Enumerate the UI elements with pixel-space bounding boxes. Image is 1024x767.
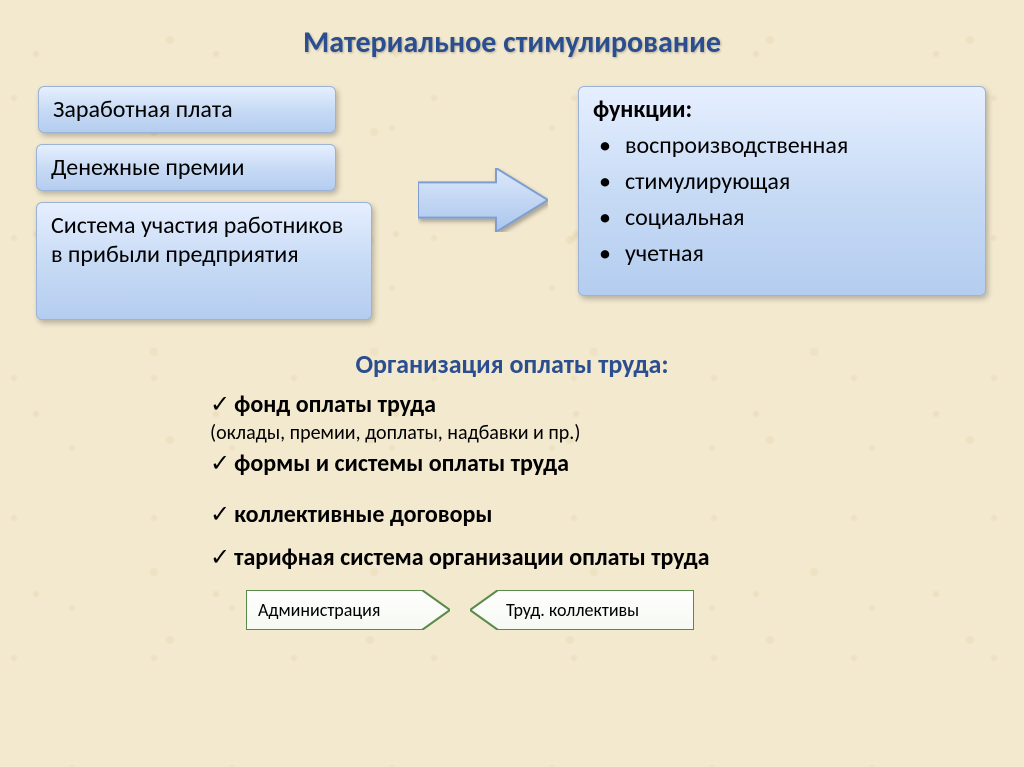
left-box-2: Система участия работников в прибыли пре… <box>36 202 372 320</box>
checklist-item-label: фонд оплаты труда <box>234 390 436 419</box>
functions-box: функции: воспроизводственнаястимулирующа… <box>578 86 986 296</box>
checklist-item-3: ✓тарифная система организации оплаты тру… <box>210 543 709 572</box>
checklist-item-label: формы и системы оплаты труда <box>234 449 569 478</box>
page-title: Материальное стимулирование <box>0 0 1024 61</box>
checklist-item-1: ✓формы и системы оплаты труда <box>210 449 709 478</box>
function-item-2: социальная <box>599 200 971 236</box>
check-icon: ✓ <box>210 450 230 477</box>
function-item-3: учетная <box>599 236 971 272</box>
check-icon: ✓ <box>210 544 230 571</box>
checklist-item-0: ✓фонд оплаты труда <box>210 390 709 419</box>
arrow-left-small: Труд. коллективы <box>470 590 694 630</box>
left-box-0: Заработная плата <box>38 86 336 133</box>
checklist: ✓фонд оплаты труда(оклады, премии, допла… <box>210 390 709 574</box>
check-icon: ✓ <box>210 391 230 418</box>
arrow-right-small: Администрация <box>246 590 450 630</box>
checklist-item-sub: (оклады, премии, доплаты, надбавки и пр.… <box>210 421 709 445</box>
arrow-right-label: Администрация <box>258 599 380 621</box>
subheading: Организация оплаты труда: <box>0 348 1024 380</box>
pair-arrows: Администрация Труд. коллективы <box>246 590 694 630</box>
function-item-0: воспроизводственная <box>599 128 971 164</box>
function-item-1: стимулирующая <box>599 164 971 200</box>
checklist-item-label: коллективные договоры <box>234 500 492 529</box>
checklist-item-2: ✓коллективные договоры <box>210 500 709 529</box>
check-icon: ✓ <box>210 501 230 528</box>
arrow-left-label: Труд. коллективы <box>506 599 639 621</box>
functions-title: функции: <box>593 95 971 124</box>
main-arrow-right <box>418 168 548 237</box>
checklist-item-label: тарифная система организации оплаты труд… <box>234 543 709 572</box>
left-box-1: Денежные премии <box>36 144 336 191</box>
